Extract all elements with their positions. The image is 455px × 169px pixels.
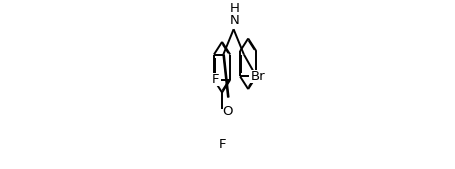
- Text: Br: Br: [250, 70, 264, 83]
- Text: H
N: H N: [229, 2, 239, 27]
- Text: F: F: [211, 73, 218, 86]
- Text: O: O: [222, 105, 233, 118]
- Text: F: F: [218, 138, 225, 151]
